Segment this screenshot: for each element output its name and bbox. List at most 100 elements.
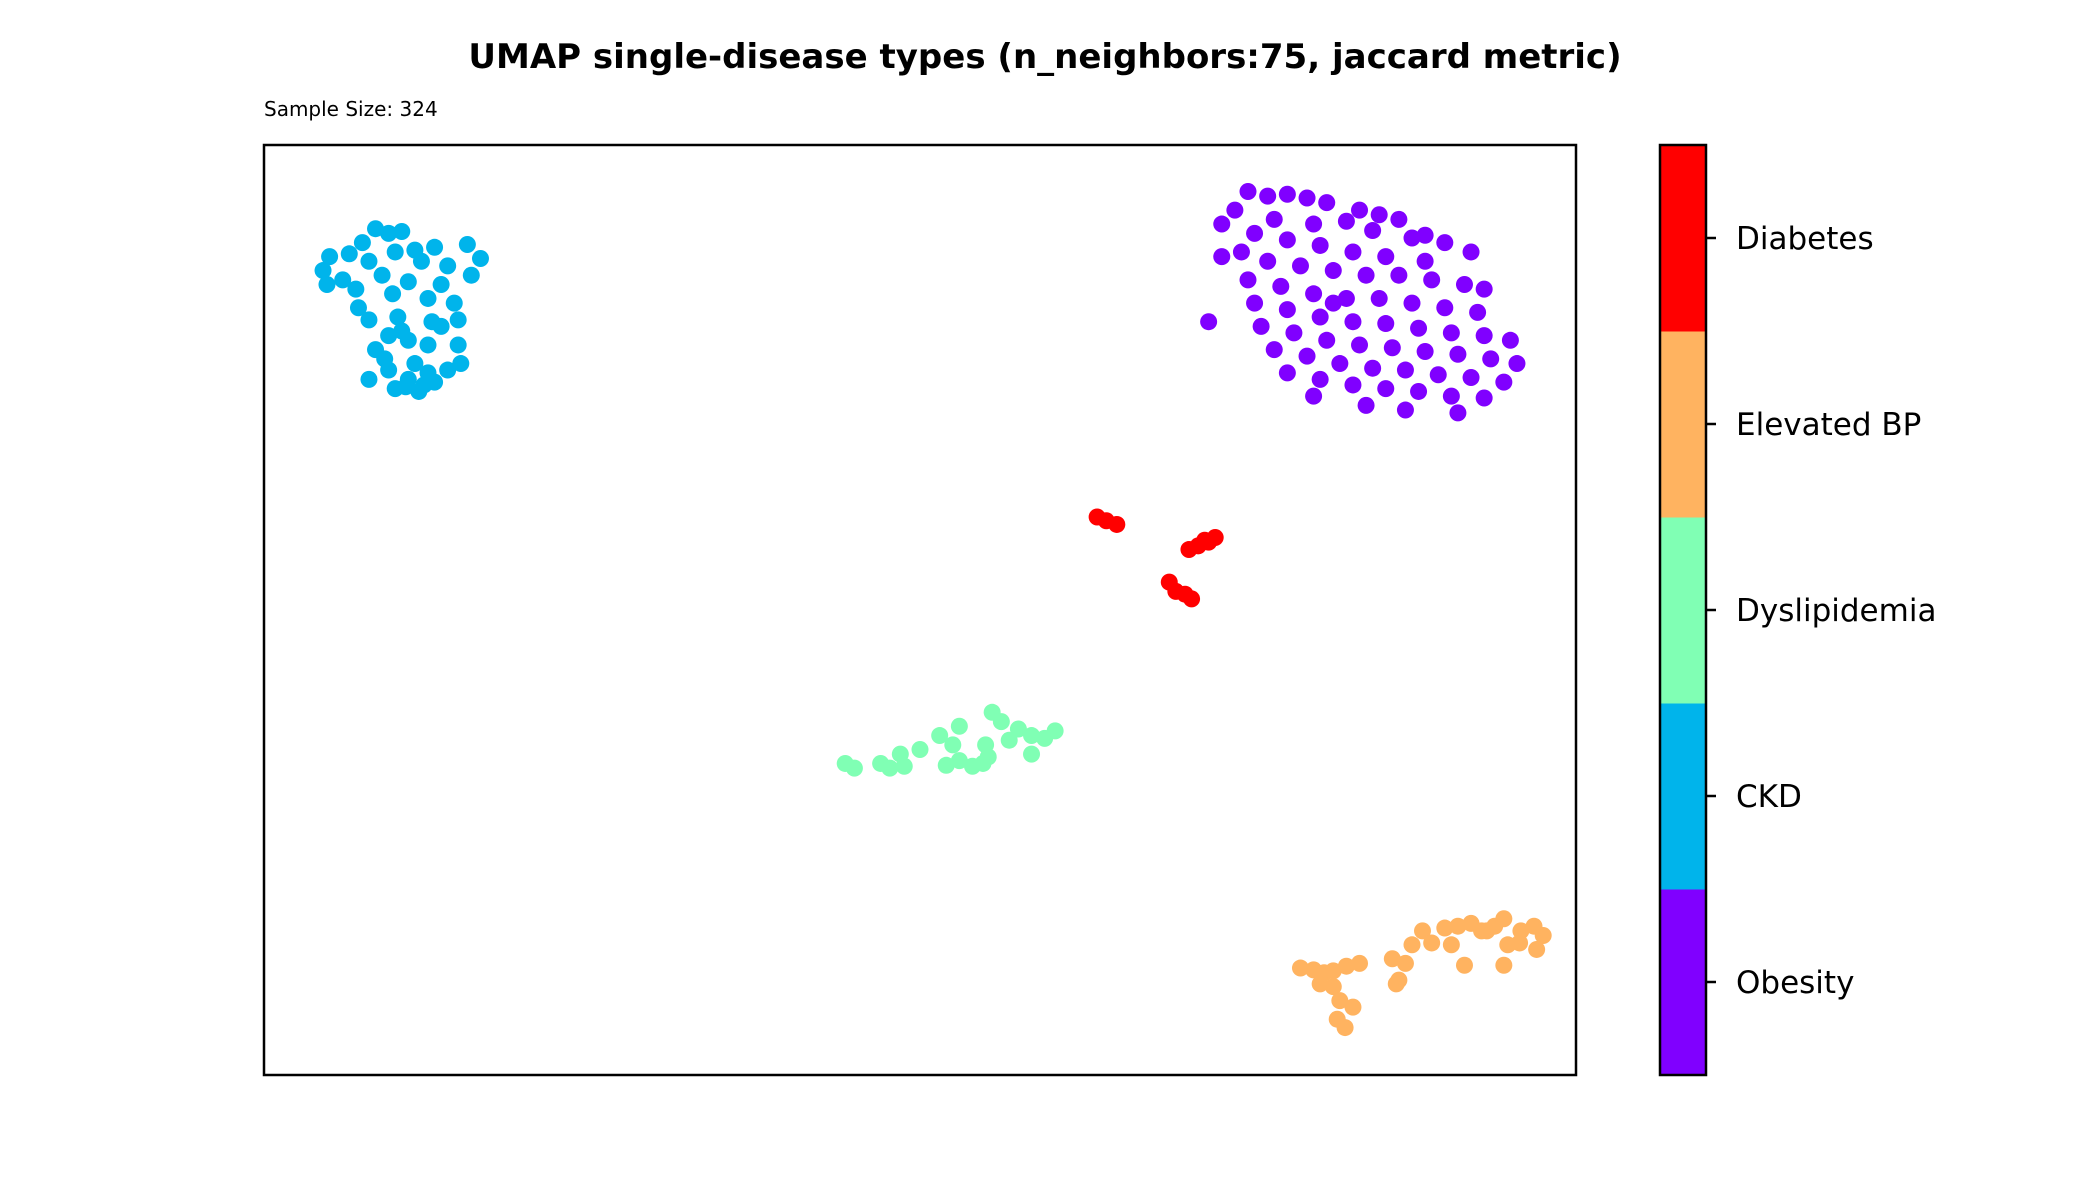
point-obesity-67: [1344, 376, 1362, 394]
point-obesity-41: [1311, 308, 1329, 326]
point-obesity-2: [1278, 185, 1296, 203]
point-ckd-24: [445, 294, 463, 312]
point-obesity-77: [1200, 313, 1218, 331]
point-ckd-25: [349, 299, 367, 317]
point-obesity-16: [1246, 224, 1264, 242]
point-ckd-2: [393, 222, 411, 240]
point-elevated-bp-0: [1291, 959, 1309, 977]
point-elevated-bp-4: [1337, 957, 1355, 975]
point-obesity-78: [1390, 210, 1408, 228]
point-obesity-68: [1377, 380, 1395, 398]
point-elevated-bp-30: [1387, 975, 1405, 993]
point-ckd-11: [412, 252, 430, 270]
point-obesity-12: [1403, 229, 1421, 247]
point-obesity-4: [1318, 194, 1336, 212]
point-ckd-4: [386, 243, 404, 261]
point-obesity-47: [1501, 331, 1519, 349]
chart-title: UMAP single-disease types (n_neighbors:7…: [468, 37, 1621, 77]
point-obesity-57: [1265, 341, 1283, 359]
colorbar: Obesity CKD Dyslipidemia Elevated BP Diabete…: [1658, 143, 1936, 1077]
point-obesity-46: [1475, 327, 1493, 345]
point-dyslipidemia-7: [950, 717, 968, 735]
point-obesity-53: [1416, 342, 1434, 360]
point-ckd-1: [380, 224, 398, 242]
point-dyslipidemia-8: [931, 727, 949, 745]
point-ckd-33: [399, 331, 417, 349]
point-obesity-20: [1377, 248, 1395, 266]
point-diabetes-2: [1108, 515, 1126, 533]
point-elevated-bp-27: [1528, 940, 1546, 958]
point-obesity-11: [1364, 222, 1382, 240]
point-ckd-21: [347, 280, 365, 298]
point-obesity-40: [1278, 301, 1296, 319]
point-obesity-5: [1351, 201, 1369, 219]
point-diabetes-11: [1183, 590, 1201, 608]
colorbar-segment-dyslipidemia: [1660, 517, 1706, 704]
colorbar-label-elevated-bp: Elevated BP: [1736, 407, 1921, 443]
point-obesity-62: [1429, 366, 1447, 384]
point-elevated-bp-32: [1455, 956, 1473, 974]
point-ckd-28: [360, 311, 378, 329]
point-obesity-36: [1403, 294, 1421, 312]
point-elevated-bp-3: [1324, 962, 1342, 980]
point-elevated-bp-12: [1383, 950, 1401, 968]
point-obesity-8: [1265, 210, 1283, 228]
point-obesity-56: [1508, 355, 1526, 373]
point-obesity-30: [1475, 280, 1493, 298]
chart-subtitle: Sample Size: 324: [264, 97, 438, 121]
point-obesity-75: [1449, 404, 1467, 422]
point-ckd-17: [399, 273, 417, 291]
point-ckd-42: [360, 370, 378, 388]
series-ckd: [314, 220, 489, 400]
point-obesity-58: [1298, 347, 1316, 365]
point-elevated-bp-25: [1534, 927, 1552, 944]
plot-area-frame: [262, 143, 1578, 1077]
point-obesity-37: [1436, 299, 1454, 317]
point-ckd-48: [415, 376, 433, 394]
point-obesity-72: [1305, 387, 1323, 405]
point-obesity-21: [1416, 252, 1434, 270]
series-obesity: [1200, 183, 1526, 422]
point-obesity-31: [1239, 271, 1257, 289]
point-elevated-bp-6: [1311, 975, 1329, 993]
point-obesity-50: [1318, 331, 1336, 349]
point-ckd-13: [471, 249, 489, 267]
series-dyslipidemia: [836, 703, 1064, 777]
point-obesity-73: [1357, 396, 1375, 414]
point-obesity-13: [1436, 234, 1454, 252]
point-obesity-52: [1383, 339, 1401, 357]
point-elevated-bp-5: [1351, 954, 1369, 972]
point-ckd-0: [367, 220, 385, 238]
point-obesity-6: [1370, 206, 1388, 224]
point-elevated-bp-15: [1413, 922, 1431, 940]
point-dyslipidemia-23: [895, 757, 913, 775]
point-dyslipidemia-5: [1046, 722, 1064, 740]
point-obesity-64: [1495, 373, 1513, 391]
point-ckd-32: [380, 327, 398, 345]
point-obesity-19: [1344, 243, 1362, 261]
point-elevated-bp-18: [1449, 917, 1467, 935]
point-obesity-1: [1259, 187, 1277, 205]
point-elevated-bp-17: [1436, 919, 1454, 937]
point-ckd-45: [439, 361, 457, 379]
point-elevated-bp-22: [1495, 910, 1513, 928]
point-obesity-33: [1305, 285, 1323, 303]
point-elevated-bp-31: [1495, 956, 1513, 974]
colorbar-segment-ckd: [1660, 703, 1706, 890]
point-obesity-49: [1285, 324, 1303, 342]
point-ckd-18: [432, 276, 450, 293]
point-obesity-74: [1396, 401, 1414, 419]
point-obesity-38: [1469, 303, 1487, 321]
colorbar-label-obesity: Obesity: [1736, 965, 1854, 1001]
point-obesity-66: [1311, 370, 1329, 388]
point-obesity-26: [1357, 266, 1375, 284]
point-elevated-bp-16: [1423, 934, 1441, 952]
colorbar-label-diabetes: Diabetes: [1736, 221, 1874, 257]
point-obesity-45: [1442, 324, 1460, 342]
point-ckd-8: [321, 248, 339, 266]
point-obesity-54: [1449, 345, 1467, 363]
point-obesity-61: [1396, 361, 1414, 379]
point-ckd-14: [314, 262, 332, 280]
colorbar-frame: [1658, 143, 1708, 1077]
